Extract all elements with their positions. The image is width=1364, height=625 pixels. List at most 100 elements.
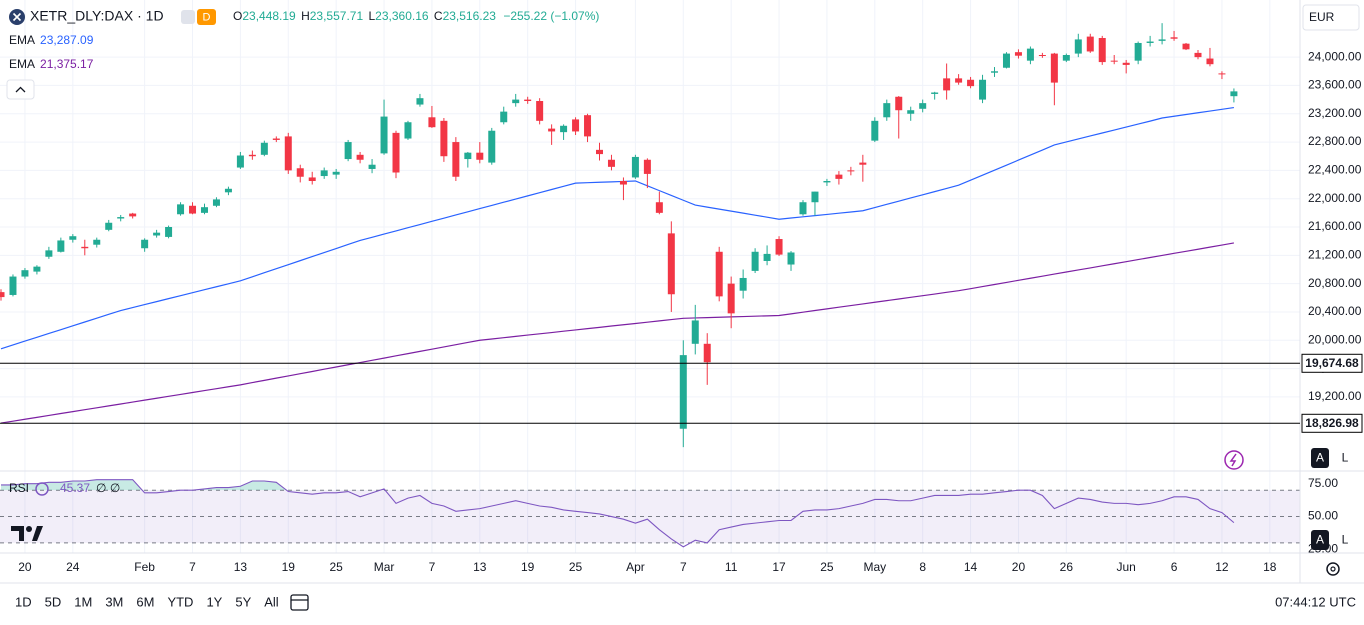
x-tick-label: 26 [1060,560,1074,574]
candle-body [153,232,161,236]
range-button[interactable]: 6M [136,594,154,609]
price-label: 18,826.98 [1305,416,1359,430]
range-button[interactable]: 3M [105,594,123,609]
candle-body [871,120,879,141]
x-tick-label: 19 [521,560,535,574]
candle-body [536,101,544,121]
candle-body [751,251,759,271]
candle-body [189,205,197,214]
candle-body [1122,62,1130,65]
x-tick-label: 18 [1263,560,1277,574]
range-button[interactable]: YTD [167,594,193,609]
y-tick-label: 21,200.00 [1308,247,1362,261]
candle-body [811,191,819,203]
candle-body [1050,53,1058,83]
candle-body [105,222,113,230]
candle-body [1158,39,1166,41]
x-tick-label: 7 [189,560,196,574]
candle-body [368,164,376,169]
candle-body [727,283,735,314]
candle-body [979,79,987,100]
candle-body [464,152,472,160]
currency-button[interactable] [1302,4,1360,31]
ohlc-key: H [301,9,310,23]
logo [11,526,43,541]
auto-label: A [1316,451,1324,465]
y-tick-label: 20,400.00 [1308,304,1362,318]
candle-body [1086,36,1094,52]
candle-body [165,227,173,237]
candle-body [763,253,771,261]
auto-button[interactable] [1311,530,1329,550]
x-tick-label: 6 [1171,560,1178,574]
candle-body [81,246,89,249]
x-tick-label: 13 [473,560,487,574]
candle-body [1062,54,1070,61]
range-button[interactable]: All [264,594,279,609]
ohlc-value: 23,557.71 [310,9,364,23]
ohlc-key: C [434,9,443,23]
range-button[interactable]: 5Y [235,594,251,609]
badge-text: D [203,11,211,23]
candle-body [835,174,843,179]
status-icon [181,10,195,24]
rsi-overbought-fill [1,479,386,491]
range-button[interactable]: 1Y [206,594,222,609]
settings-icon[interactable] [1326,562,1340,576]
settings-icon-center [1330,566,1336,572]
auto-button[interactable] [1311,448,1329,468]
candle-body [380,116,388,154]
x-tick-label: 25 [820,560,834,574]
currency: EUR [1309,10,1335,24]
y-tick-label: 75.00 [1308,476,1338,490]
y-tick-label: 22,400.00 [1308,163,1362,177]
candle-body [691,320,699,344]
candle-body [1194,52,1202,58]
y-tick-label: 25.00 [1308,542,1338,556]
candle-body [919,103,927,109]
candle-body [9,276,17,295]
clock: 07:44:12 UTC [1275,594,1356,609]
candle-body [715,251,723,297]
price-label: 19,674.68 [1305,356,1359,370]
candle-body [859,162,867,165]
candle-body [476,152,484,160]
candle-body [45,250,53,257]
ohlc-value: 23,360.16 [375,9,429,23]
candle-body [967,79,975,87]
rsi-icon [35,482,49,496]
ema-line [0,242,1235,424]
candle-body [1218,73,1226,75]
candle-body [248,154,256,157]
x-tick-label: 20 [1012,560,1026,574]
range-button[interactable]: 1M [74,594,92,609]
y-tick-label: 22,800.00 [1308,134,1362,148]
rsi-value: 45.37 [60,481,90,495]
x-tick-label: 12 [1215,560,1229,574]
range-button[interactable]: 1D [15,594,32,609]
log-label[interactable]: L [1342,451,1349,465]
symbol-icon-mark [12,12,22,22]
candle-body [69,236,77,240]
price-label-box [1301,413,1363,433]
y-tick-label: 50.00 [1308,509,1338,523]
candle-body [440,120,448,157]
ohlc-value: 23,516.23 [443,9,497,23]
candle-body [1026,48,1034,61]
log-label[interactable]: L [1342,533,1349,547]
candle-body [847,170,855,172]
rsi-extra: ∅ ∅ [96,481,120,495]
candle-body [1110,60,1118,62]
range-bar: 1D 5D 1M 3M 6M YTD 1Y 5Y All [15,594,279,609]
ema-name: EMA [9,33,35,47]
calendar-icon[interactable] [290,594,309,611]
candle-body [236,155,244,168]
collapse-button[interactable] [6,79,35,100]
alert-icon[interactable] [1224,450,1244,470]
x-tick-label: 8 [919,560,926,574]
candle-body [296,168,304,177]
range-button[interactable]: 5D [45,594,62,609]
candle-body [1230,91,1238,97]
rsi-name: RSI [9,481,29,495]
candle-body [931,92,939,94]
